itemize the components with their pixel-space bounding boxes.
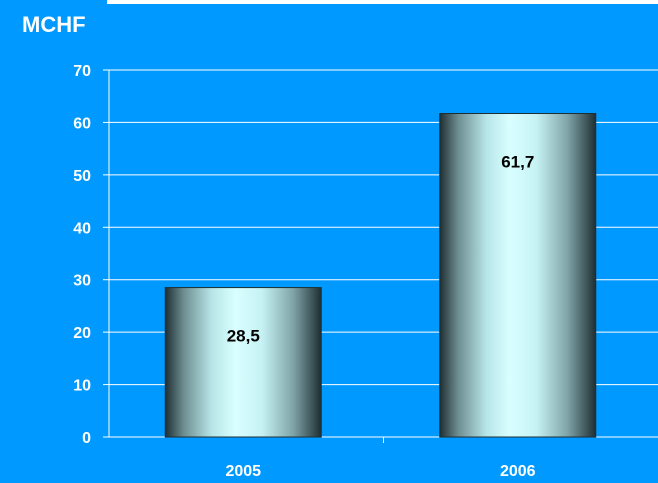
y-tick-label: 50: [73, 168, 91, 185]
y-tick-label: 40: [73, 220, 91, 237]
x-tick-label-2006: 2006: [500, 463, 536, 480]
y-tick-label: 10: [73, 378, 91, 395]
y-tick-label: 0: [82, 430, 91, 447]
data-label-2006: 61,7: [501, 153, 534, 172]
top-white-strip: [107, 0, 658, 4]
bar-2006: [439, 113, 597, 438]
y-tick-label: 70: [73, 63, 91, 80]
y-tick-label: 60: [73, 115, 91, 132]
y-tick-label: 20: [73, 325, 91, 342]
x-tick-label-2005: 2005: [225, 463, 261, 480]
y-tick-label: 30: [73, 273, 91, 290]
bar-2005: [164, 287, 322, 438]
chart-title: MCHF: [22, 12, 86, 37]
data-label-2005: 28,5: [227, 327, 260, 346]
